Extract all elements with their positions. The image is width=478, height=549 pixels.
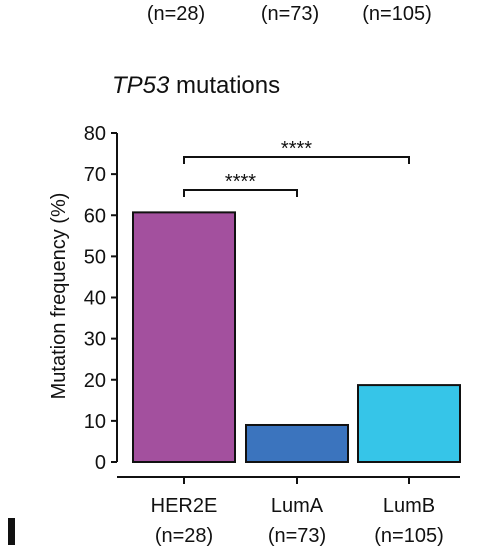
y-tick-label-2: 20 (84, 370, 106, 392)
top-count-2: (n=73) (260, 3, 320, 25)
y-axis-title: Mutation frequency (%) (48, 193, 70, 400)
top-count-1: (n=28) (146, 3, 206, 25)
y-axis: 0 10 20 30 40 50 60 70 80 (84, 123, 118, 474)
y-tick-label-5: 50 (84, 246, 106, 268)
y-tick-label-0: 0 (95, 452, 106, 474)
chart-title: TP53 mutations (112, 72, 280, 100)
x-count-label-her2e: (n=28) (155, 525, 213, 547)
significance-label-0: **** (225, 171, 256, 193)
significance-brackets: **** **** (183, 138, 410, 197)
bar-lumb (357, 384, 461, 463)
x-tick-label-her2e: HER2E (151, 495, 218, 517)
y-tick-label-3: 30 (84, 329, 106, 351)
panel-label-marker (8, 518, 15, 545)
x-axis: HER2E (n=28) LumA (n=73) LumB (n=105) (117, 476, 460, 547)
significance-bracket-0 (183, 189, 298, 197)
significance-label-1: **** (281, 138, 312, 160)
chart-title-gene: TP53 (112, 72, 170, 99)
y-tick-label-7: 70 (84, 164, 106, 186)
x-tick-label-luma: LumA (271, 495, 324, 517)
bar-her2e (132, 211, 236, 463)
bar-luma (245, 423, 349, 463)
y-tick-label-4: 40 (84, 288, 106, 310)
top-count-3: (n=105) (362, 3, 432, 25)
y-tick-label-1: 10 (84, 411, 106, 433)
bars (132, 211, 461, 463)
x-tick-label-lumb: LumB (383, 495, 435, 517)
y-tick-label-8: 80 (84, 123, 106, 145)
y-tick-label-6: 60 (84, 205, 106, 227)
chart-title-suffix: mutations (169, 72, 281, 99)
x-count-label-luma: (n=73) (268, 525, 326, 547)
significance-bracket-1 (183, 156, 410, 164)
previous-panel-sample-counts: (n=28) (n=73) (n=105) (0, 0, 478, 34)
x-count-label-lumb: (n=105) (374, 525, 444, 547)
